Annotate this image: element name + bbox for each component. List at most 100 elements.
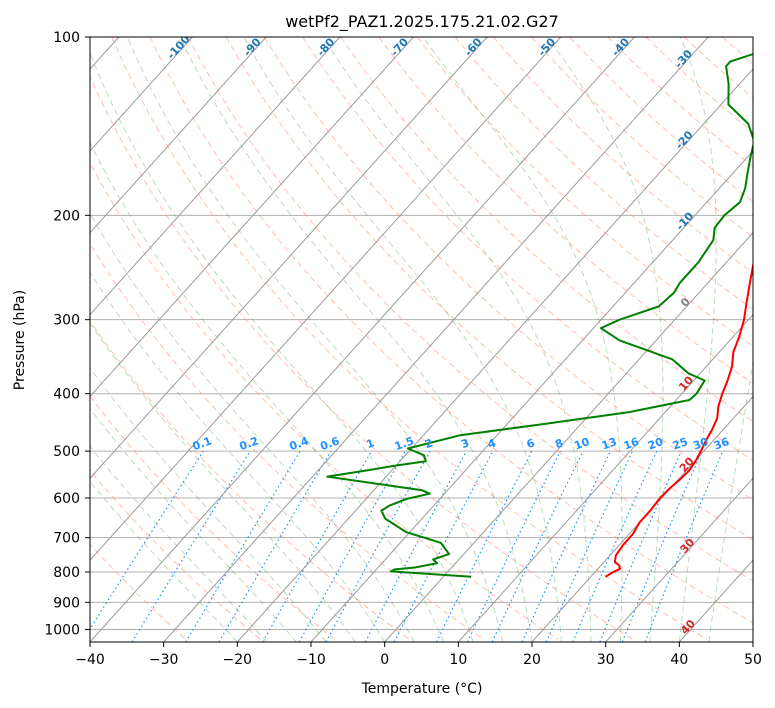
x-tick-label: −30 [149,652,179,668]
dry-adiabat [645,37,753,133]
x-tick-label: 0 [380,652,389,668]
sounding-profiles [326,53,753,578]
moist-adiabat [90,367,327,642]
y-tick-label: 800 [53,565,80,581]
x-tick-label: 10 [449,652,467,668]
y-tick-label: 600 [53,491,80,507]
dry-adiabat [187,37,753,582]
moist-adiabat [322,37,592,642]
mixing-ratio-label: 2 [423,436,435,451]
isotherm-line [90,37,341,316]
mixing-ratio-label: 0.6 [318,434,341,453]
isotherm-line [384,231,753,642]
isotherm-line [90,37,193,152]
isotherm-label: -70 [388,35,411,59]
mixing-ratio-label: 0.1 [191,434,214,453]
dry-adiabat [90,395,335,640]
isotherm-label: -30 [672,47,695,71]
x-tick-label: 40 [670,652,688,668]
dry-adiabat [683,37,753,99]
x-tick-label: −20 [223,652,253,668]
mixing-ratio-line [325,450,431,642]
mixing-ratio-line [572,450,658,642]
mixing-ratio-label: 13 [600,435,619,452]
mixing-ratio-line [90,450,204,631]
dry-adiabat [761,37,775,639]
x-axis-title: Temperature (°C) [361,681,483,697]
dry-adiabat [225,37,753,541]
dry-adiabat [378,37,753,384]
chart-title: wetPf2_PAZ1.2025.175.21.02.G27 [285,12,559,32]
y-tick-label: 300 [53,313,80,329]
isotherm-line [90,37,267,234]
dry-adiabat [531,37,753,238]
y-tick-label: 500 [53,444,80,460]
isotherm-line [90,37,635,642]
mixing-ratio-line [466,450,561,642]
mixing-ratio-line [599,450,682,642]
plot-frame [89,36,754,643]
isotherm-label: -20 [673,128,696,152]
isotherm-label: 20 [677,454,697,474]
isotherm-label: -80 [314,35,337,59]
mixing-ratio-line [185,450,301,642]
mixing-ratio-line [545,450,634,642]
mixing-ratio-label: 16 [622,435,641,453]
y-tick-label: 1000 [44,622,80,638]
dry-adiabat [569,37,753,203]
isotherm-line [678,559,753,642]
dry-adiabat [90,242,484,640]
dry-adiabat [90,75,633,640]
x-tick-label: 50 [744,652,762,668]
isotherm-line [310,150,753,642]
mixing-ratio-label: 25 [671,435,690,452]
isotherm-line [163,37,709,642]
axis-ticks: −40 −30 −20 −10 0 10 20 30 40 50 1000 900 800 700 600 5… [44,30,762,668]
mixing-ratio-label: 8 [553,436,565,451]
y-tick-label: 200 [53,208,80,224]
moist-adiabat [90,322,356,642]
mixing-ratio-label: 10 [572,435,591,453]
plot-area [90,37,775,642]
y-tick-label: 900 [53,595,80,611]
moist-adiabat [90,481,238,642]
moist-adiabat [90,51,474,642]
y-tick-label: 100 [53,30,80,46]
isotherm-label: 40 [678,617,698,637]
moist-adiabat [422,37,623,642]
y-axis-title: Pressure (hPa) [12,290,28,390]
isotherm-line [90,37,488,480]
moist-adiabat [179,37,533,642]
moist-adiabat [126,37,503,642]
moist-adiabat [90,141,445,642]
dry-adiabat [90,320,410,640]
dry-adiabat [302,37,753,461]
mixing-ratio-line [364,450,467,642]
isotherm-line [605,477,753,642]
line-labels: 0.1 0.2 0.4 0.6 1 1.5 2 3 4 6 8 10 13 16 20 25 30 36-100-… [165,35,732,637]
dry-adiabat [454,37,753,310]
dry-adiabat [340,37,753,423]
x-tick-label: 30 [597,652,615,668]
moist-adiabat [678,37,717,642]
mixing-ratio-label: 20 [646,435,665,453]
isotherm-line [236,68,753,642]
mixing-ratio-line [521,450,611,642]
moist-adiabat [90,271,386,642]
moist-adiabat [90,407,297,642]
isotherm-label: -60 [462,35,485,59]
y-tick-label: 700 [53,531,80,547]
moist-adiabat [708,359,753,642]
dry-adiabat [264,37,753,501]
mixing-ratio-label: 1 [365,436,377,451]
moist-adiabat [546,37,664,642]
mixing-ratio-label: 1.5 [393,434,416,453]
mixing-ratio-line [491,450,584,642]
x-tick-label: −10 [296,652,326,668]
moist-adiabat [90,445,268,642]
isotherm-label: -40 [609,35,632,59]
x-tick-label: −40 [75,652,105,668]
mixing-ratio-label: 36 [712,435,731,453]
mixing-ratio-label: 0.4 [288,434,311,453]
